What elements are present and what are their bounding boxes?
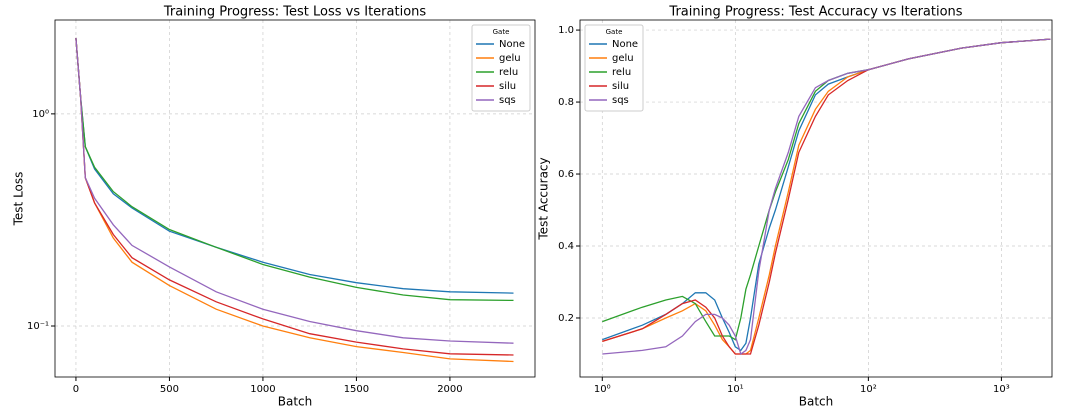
x-tick-label: 10¹ <box>727 384 744 395</box>
legend-label: silu <box>612 81 629 92</box>
series-line <box>75 37 514 356</box>
y-tick-label: 0.2 <box>558 313 574 324</box>
series-line <box>602 38 1051 352</box>
legend-label: silu <box>499 81 516 92</box>
legend-title: Gate <box>493 28 510 36</box>
plot-frame <box>579 19 1053 378</box>
x-tick-label: 10⁰ <box>594 384 611 395</box>
y-tick-label: 0.8 <box>558 97 574 108</box>
series-line <box>602 38 1051 341</box>
legend-label: gelu <box>612 53 634 64</box>
x-tick-label: 10² <box>860 384 877 395</box>
y-tick-label: 0.6 <box>558 169 574 180</box>
legend-title: Gate <box>606 28 623 36</box>
y-tick-label: 1.0 <box>558 25 574 36</box>
legend-label: None <box>499 39 525 50</box>
x-tick-label: 1500 <box>344 384 369 395</box>
x-tick-label: 1000 <box>250 384 275 395</box>
x-tick-label: 500 <box>160 384 179 395</box>
y-tick-label: 10⁻¹ <box>27 321 49 332</box>
y-tick-label: 10⁰ <box>32 109 49 120</box>
series-line <box>602 38 1051 355</box>
plot-frame <box>54 19 536 378</box>
series-line <box>75 37 514 302</box>
legend-box <box>584 24 644 112</box>
legend-label: sqs <box>499 95 516 106</box>
series-line <box>75 37 514 344</box>
chart-title: Training Progress: Test Accuracy vs Iter… <box>668 5 962 20</box>
x-tick-label: 0 <box>73 384 79 395</box>
chart-title: Training Progress: Test Loss vs Iteratio… <box>163 5 427 20</box>
series-line <box>75 37 514 294</box>
legend-label: gelu <box>499 53 521 64</box>
legend-label: sqs <box>612 95 629 106</box>
x-tick-label: 2000 <box>437 384 462 395</box>
y-tick-label: 0.4 <box>558 241 574 252</box>
y-axis-label: Test Loss <box>12 172 26 227</box>
y-axis-label: Test Accuracy <box>537 157 551 240</box>
x-axis-label: Batch <box>799 395 834 409</box>
legend-label: relu <box>499 67 518 78</box>
legend-label: None <box>612 39 638 50</box>
x-tick-label: 10³ <box>993 384 1010 395</box>
series-line <box>75 37 514 363</box>
legend-box <box>471 24 531 112</box>
x-axis-label: Batch <box>278 395 313 409</box>
series-line <box>602 38 1051 356</box>
legend-label: relu <box>612 67 631 78</box>
